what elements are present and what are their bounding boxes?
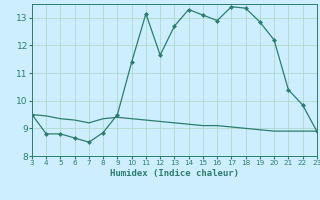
X-axis label: Humidex (Indice chaleur): Humidex (Indice chaleur) [110, 169, 239, 178]
